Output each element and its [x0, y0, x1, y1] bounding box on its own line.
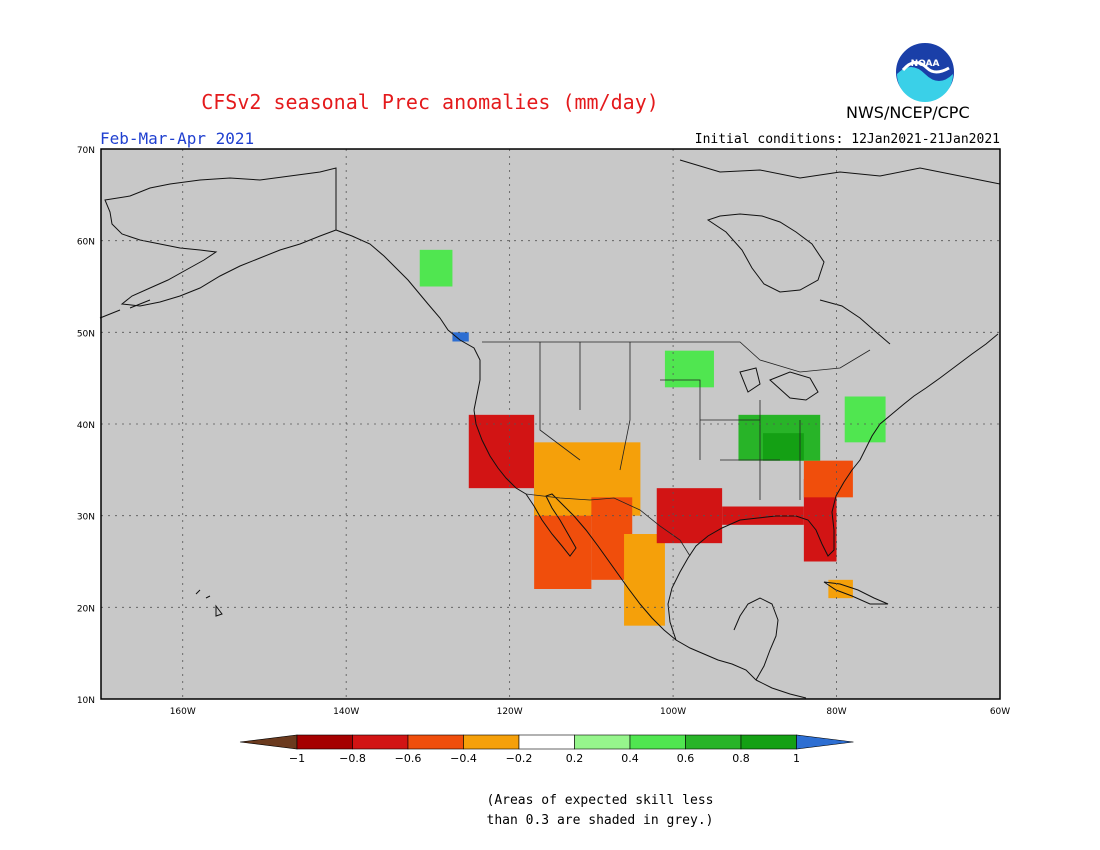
legend-tick-1: −0.8 [339, 752, 366, 765]
anomaly-alaska-panhandle [419, 249, 453, 287]
logo-bird [901, 61, 950, 74]
us-west-coastline [473, 409, 527, 495]
lon-label-100W: 100W [660, 707, 686, 717]
aleutian-islands [99, 299, 151, 319]
lat-label-50N: 50N [77, 329, 95, 339]
anomaly-carolinas [803, 460, 853, 498]
legend-bar [239, 734, 854, 750]
anomaly-vancouver-island [452, 332, 469, 342]
lat-label-30N: 30N [77, 513, 95, 523]
skill-note: (Areas of expected skill less than 0.3 a… [400, 791, 800, 831]
lon-label-140W: 140W [333, 707, 359, 717]
legend-tick-6: 0.4 [621, 752, 639, 765]
longitude-labels: 160W 140W 120W 100W 80W 60W [170, 707, 1011, 717]
gulf-coastline [667, 333, 999, 641]
anomaly-layer [419, 249, 886, 626]
hudson-bay-coastline [706, 213, 825, 293]
lon-label-120W: 120W [497, 707, 523, 717]
baja-coastline [525, 493, 757, 681]
graticule [101, 149, 1000, 699]
lat-label-70N: 70N [77, 146, 95, 156]
anomaly-tennessee-kentucky [762, 433, 804, 461]
us-mexico-border [525, 493, 691, 557]
skill-note-line-1: (Areas of expected skill less [486, 793, 714, 808]
initial-conditions: Initial conditions: 12Jan2021-21Jan2021 [694, 132, 1000, 147]
central-america-coastline [755, 679, 807, 699]
legend-arrow-low [239, 734, 298, 750]
anomaly-california-coast [468, 414, 535, 489]
anomaly-mexico-central [624, 534, 665, 626]
skill-note-line-2: than 0.3 are shaded in grey.) [486, 813, 714, 828]
legend-tick-4: −0.2 [506, 752, 533, 765]
legend-swatch-7 [629, 734, 686, 750]
legend-swatch-1 [296, 734, 353, 750]
logo-wave [897, 67, 953, 102]
legend-swatch-3 [407, 734, 464, 750]
legend-arrow-high [796, 734, 854, 750]
legend-tick-7: 0.6 [677, 752, 695, 765]
legend-tick-3: −0.4 [450, 752, 477, 765]
anomaly-upper-midwest [664, 350, 714, 388]
legend-tick-8: 0.8 [732, 752, 750, 765]
border-layer [482, 341, 871, 557]
us-canada-border [482, 341, 871, 373]
map-title: CFSv2 seasonal Prec anomalies (mm/day) [201, 90, 659, 114]
lon-label-60W: 60W [990, 707, 1010, 717]
cuba-coastline [823, 581, 889, 605]
map-frame [100, 148, 1001, 700]
lat-label-60N: 60N [77, 238, 95, 248]
state-lines [539, 342, 801, 500]
logo-text: NOAA [911, 59, 940, 69]
legend-tick-2: −0.6 [395, 752, 422, 765]
legend-tick-5: 0.2 [566, 752, 584, 765]
anomaly-northeast [844, 396, 886, 443]
coastline-layer [99, 159, 1001, 699]
legend-tick-0: −1 [289, 752, 305, 765]
lat-label-20N: 20N [77, 604, 95, 614]
legend-swatch-6 [574, 734, 631, 750]
lon-label-160W: 160W [170, 707, 196, 717]
alaska-coastline [104, 167, 337, 307]
color-legend: −1 −0.8 −0.6 −0.4 −0.2 0.2 0.4 0.6 0.8 1 [239, 734, 854, 765]
arctic-coastline [679, 159, 1001, 185]
forecast-period: Feb-Mar-Apr 2021 [100, 129, 255, 148]
legend-labels: −1 −0.8 −0.6 −0.4 −0.2 0.2 0.4 0.6 0.8 1 [289, 752, 800, 765]
legend-swatch-9 [740, 734, 797, 750]
hawaii-coastline [195, 589, 223, 617]
anomaly-gulf-coast [722, 506, 804, 525]
yucatan-coastline [733, 597, 779, 681]
lat-label-40N: 40N [77, 421, 95, 431]
legend-swatch-8 [685, 734, 742, 750]
latitude-labels: 10N 20N 30N 40N 50N 60N 70N [77, 146, 95, 706]
legend-tick-9: 1 [793, 752, 800, 765]
great-lakes [739, 367, 819, 401]
panhandle-coastline [335, 229, 481, 411]
labrador-coastline [819, 299, 891, 345]
agency-label: NWS/NCEP/CPC [846, 103, 970, 122]
legend-swatch-4 [463, 734, 520, 750]
lat-label-10N: 10N [77, 696, 95, 706]
legend-swatch-2 [352, 734, 409, 750]
noaa-logo: NOAA [894, 41, 956, 103]
lon-label-80W: 80W [826, 707, 846, 717]
legend-swatch-5 [518, 734, 575, 750]
